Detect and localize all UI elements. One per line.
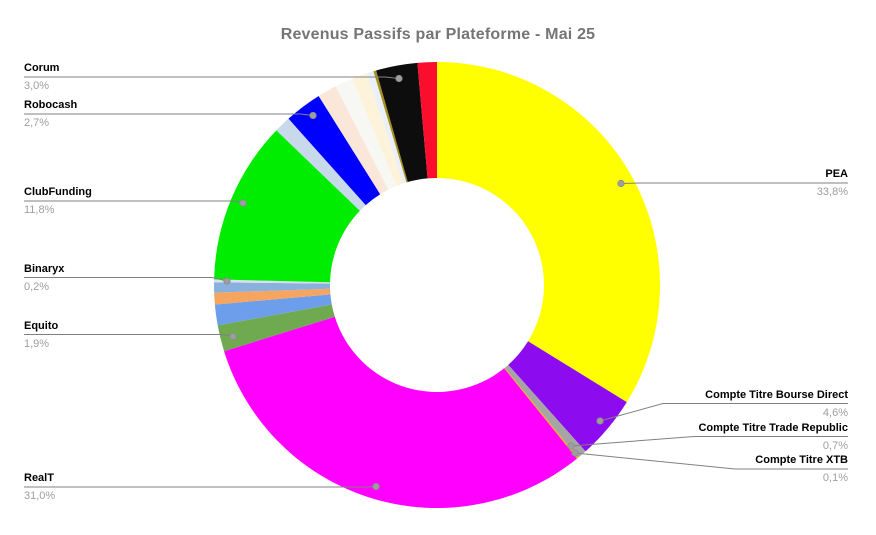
callout-line-compte-titre-xtb	[574, 452, 848, 470]
callout-dot-compte-titre-xtb	[571, 449, 579, 457]
segment-pct-compte-titre-xtb: 0,1%	[822, 472, 848, 484]
donut-segment-realt	[224, 316, 577, 509]
segment-pct-robocash: 2,7%	[24, 117, 50, 129]
segment-label-robocash: Robocash	[24, 99, 78, 111]
callout-line-clubfunding	[24, 200, 244, 204]
donut-segment-corum	[376, 62, 428, 183]
segment-label-clubfunding: ClubFunding	[24, 186, 92, 198]
callout-dot-binaryx	[223, 277, 231, 285]
donut-segment-binaryx	[214, 279, 331, 284]
segment-label-compte-titre-xtb: Compte Titre XTB	[755, 454, 848, 466]
donut-segment-compte-titre-trade-republic	[504, 364, 586, 458]
callout-dot-compte-titre-bourse-direct	[596, 417, 604, 425]
segment-label-pea: PEA	[825, 168, 848, 180]
segment-pct-compte-titre-trade-republic: 0,7%	[822, 439, 848, 452]
donut-segment-compte-titre-xtb	[504, 367, 579, 459]
donut-segment-unlabeled-19	[417, 62, 437, 179]
callout-line-robocash	[24, 113, 314, 116]
segment-pct-equito: 1,9%	[24, 337, 50, 350]
callout-dot-equito	[229, 332, 237, 341]
donut-segment-unlabeled-6	[214, 294, 332, 326]
callout-dot-realt	[372, 482, 380, 491]
chart-title: Revenus Passifs par Plateforme - Mai 25	[280, 26, 596, 43]
segment-label-compte-titre-trade-republic: Compte Titre Trade Republic	[698, 421, 848, 434]
callout-dot-corum	[395, 74, 403, 83]
callout-line-compte-titre-bourse-direct	[599, 403, 848, 422]
segment-pct-realt: 31,0%	[24, 490, 56, 502]
donut-segment-unlabeled-8	[214, 282, 331, 293]
donut-segment-unlabeled-7	[214, 288, 331, 305]
donut-segment-unlabeled-14	[335, 78, 397, 190]
donut-segment-compte-titre-bourse-direct	[508, 341, 627, 452]
callout-dot-compte-titre-trade-republic	[567, 442, 575, 450]
donut-segment-pea	[437, 62, 660, 403]
segment-pct-corum: 3,0%	[24, 80, 50, 92]
donut-segment-clubfunding	[214, 130, 360, 283]
callout-dot-clubfunding	[239, 199, 247, 207]
donut-segment-unlabeled-15	[352, 73, 404, 187]
callout-line-equito	[24, 334, 234, 337]
donut-segment-unlabeled-16	[366, 71, 407, 184]
segment-pct-compte-titre-bourse-direct: 4,6%	[822, 406, 848, 419]
donut-segment-robocash	[288, 95, 381, 206]
callout-line-binaryx	[24, 277, 228, 282]
segment-label-corum: Corum	[24, 62, 60, 74]
segment-label-binaryx: Binaryx	[24, 262, 65, 275]
segment-pct-binaryx: 0,2%	[24, 280, 50, 293]
callout-dot-pea	[617, 179, 625, 188]
segment-label-equito: Equito	[24, 319, 59, 332]
donut-segment-unlabeled-13	[318, 86, 389, 195]
donut-segment-unlabeled-11	[276, 118, 366, 211]
segment-pct-pea: 33,8%	[816, 186, 848, 198]
segment-label-realt: RealT	[24, 472, 54, 484]
callout-line-pea	[620, 182, 848, 184]
callout-line-corum	[24, 76, 400, 79]
segment-label-compte-titre-bourse-direct: Compte Titre Bourse Direct	[705, 388, 848, 401]
segment-pct-clubfunding: 11,8%	[24, 204, 55, 216]
callout-line-compte-titre-trade-republic	[570, 436, 848, 447]
callout-dot-robocash	[309, 111, 317, 120]
donut-segment-equito	[217, 304, 335, 352]
callout-line-realt	[24, 486, 377, 488]
donut-segment-unlabeled-17	[373, 70, 408, 183]
